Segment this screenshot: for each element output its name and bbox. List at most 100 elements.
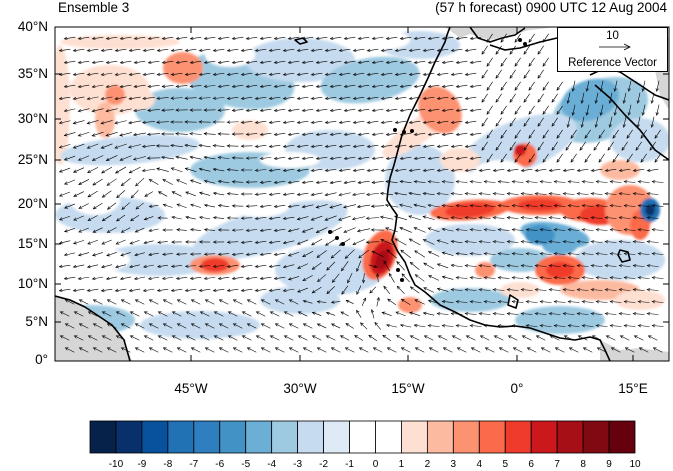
wind-arrow (288, 299, 299, 305)
wind-arrow (624, 347, 635, 353)
wind-arrow (218, 323, 229, 329)
wind-arrow (72, 96, 85, 101)
lon-label-15w: 15°W (391, 381, 425, 396)
wind-arrow (338, 120, 351, 125)
wind-arrow (240, 72, 253, 77)
wind-arrow (315, 180, 328, 185)
wind-arrow (296, 168, 309, 173)
wind-arrow (413, 323, 426, 328)
wind-arrow (231, 228, 244, 232)
wind-arrow (148, 179, 159, 185)
wind-arrow (380, 144, 393, 149)
wind-arrow (455, 324, 468, 328)
wind-arrow (441, 132, 454, 137)
wind-arrow (296, 144, 309, 149)
wind-arrow (311, 238, 323, 246)
wind-arrow (87, 167, 99, 173)
wind-arrow (148, 228, 159, 233)
wind-arrow (203, 60, 216, 65)
wind-arrow (609, 204, 622, 208)
wind-arrow (115, 264, 127, 269)
colorbar-swatch (167, 420, 195, 454)
wind-arrow (240, 264, 253, 269)
wind-arrow (345, 299, 354, 304)
wind-arrow (399, 323, 412, 328)
wind-arrow (72, 167, 85, 173)
anomaly-blob (615, 290, 665, 310)
wind-arrow (212, 48, 225, 53)
colorbar-label: -4 (267, 459, 277, 470)
wind-arrow (556, 105, 563, 115)
wind-arrow (483, 252, 496, 256)
wind-arrow (268, 168, 281, 173)
anomaly-blob (275, 245, 385, 295)
wind-arrow (92, 227, 103, 233)
lon-label-15e: 15°E (618, 381, 648, 396)
wind-arrow (537, 45, 544, 55)
wind-arrow (655, 80, 660, 92)
wind-arrow (399, 227, 412, 233)
wind-arrow (528, 153, 535, 163)
wind-arrow (567, 252, 580, 256)
wind-arrow (481, 69, 488, 79)
wind-arrow (365, 240, 380, 244)
wind-arrow (324, 192, 337, 197)
wind-arrow (352, 48, 365, 53)
wind-arrow (604, 288, 617, 292)
wind-arrow (534, 288, 547, 292)
wind-arrow (556, 129, 563, 139)
wind-arrow (246, 347, 257, 353)
wind-arrow (101, 311, 112, 317)
wind-arrow (370, 204, 385, 208)
anomaly-blob (560, 78, 620, 122)
wind-arrow (492, 264, 505, 268)
wind-arrow (553, 228, 566, 232)
wind-arrow (73, 240, 85, 245)
wind-arrow (324, 168, 337, 173)
coastline-segment (386, 27, 611, 361)
wind-arrow (325, 311, 336, 316)
wind-arrow (409, 311, 421, 316)
wind-arrow (640, 129, 647, 139)
wind-arrow (441, 60, 454, 65)
wind-arrow (493, 335, 504, 341)
wind-arrow (534, 192, 547, 196)
wind-arrow (324, 48, 337, 53)
wind-arrow (213, 311, 224, 317)
wind-arrow (268, 48, 281, 53)
wind-arrow (106, 323, 117, 329)
wind-arrow (566, 116, 571, 128)
wind-arrow (162, 228, 173, 232)
wind-arrow (345, 323, 354, 329)
wind-arrow (422, 48, 435, 53)
wind-arrow (240, 168, 253, 172)
wind-arrow (101, 335, 112, 341)
wind-arrow (170, 288, 183, 293)
wind-arrow (273, 108, 286, 113)
colorbar-swatch (115, 420, 143, 454)
wind-arrow (394, 168, 407, 173)
wind-arrow (287, 228, 300, 233)
wind-arrow (254, 192, 267, 196)
wind-arrow (354, 335, 364, 341)
wind-arrow (324, 144, 337, 149)
wind-arrow (497, 180, 510, 184)
wind-arrow (58, 215, 71, 221)
wind-arrow (512, 347, 523, 353)
wind-arrow (254, 264, 267, 269)
wind-arrow (190, 228, 201, 232)
wind-arrow (198, 264, 211, 268)
wind-arrow (217, 276, 230, 281)
wind-arrow (581, 228, 594, 232)
island (518, 38, 522, 42)
wind-arrow (268, 288, 281, 293)
wind-arrow (385, 156, 398, 161)
wind-arrow (497, 300, 510, 304)
wind-arrow (576, 288, 589, 292)
wind-arrow (288, 347, 299, 353)
wind-arrow (366, 144, 379, 149)
wind-arrow (212, 264, 225, 268)
lat-label-40n: 40°N (17, 19, 48, 34)
wind-arrow (618, 216, 631, 220)
wind-arrow (469, 228, 482, 232)
